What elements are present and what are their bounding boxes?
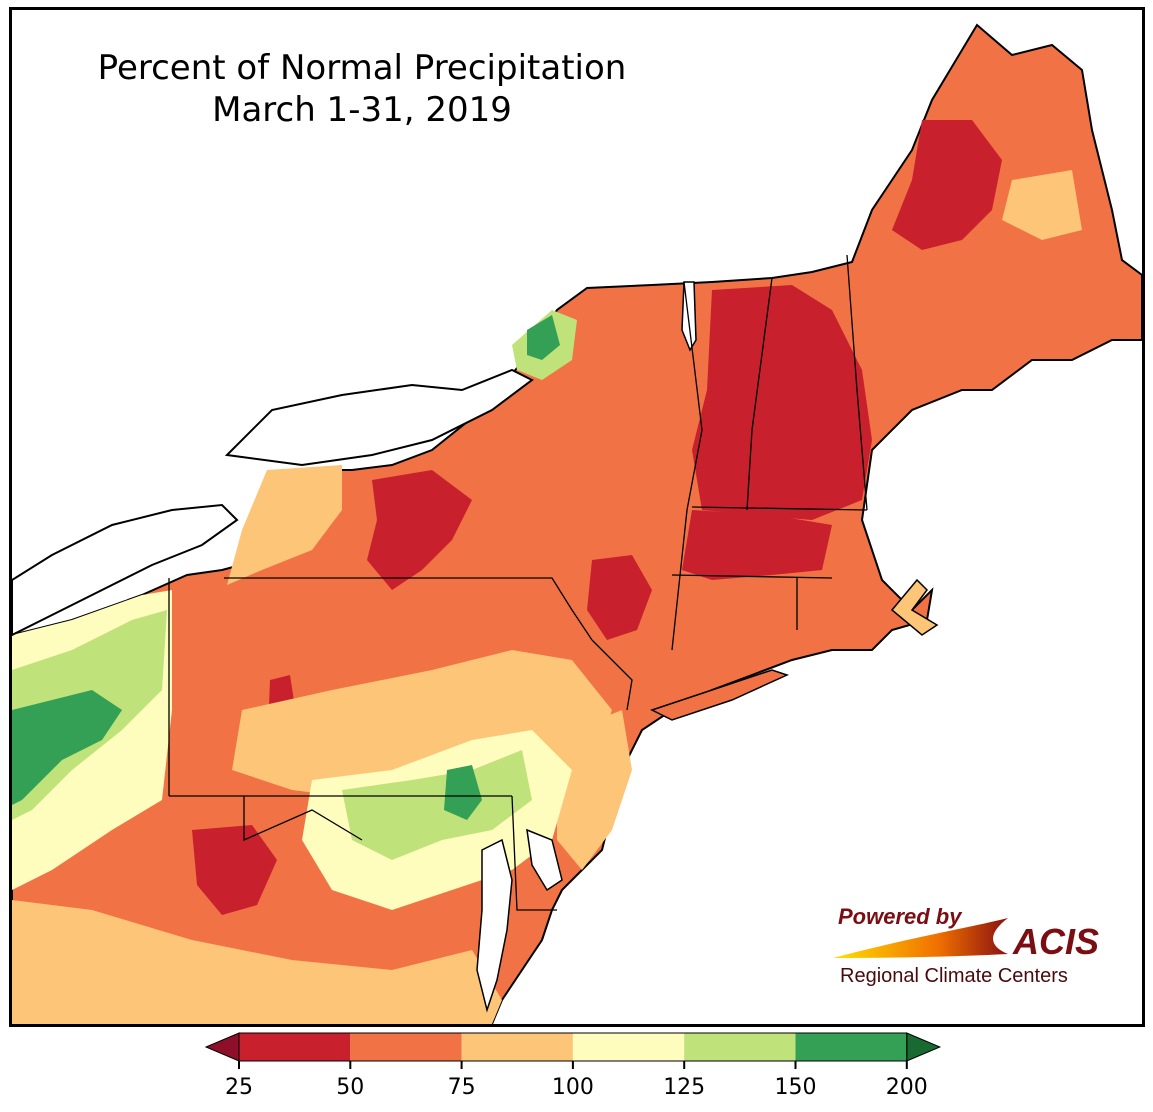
map-subtitle: March 1-31, 2019 [212,90,512,130]
logo-powered-by: Powered by [838,904,963,929]
long-island [650,669,790,721]
border-de [511,795,557,911]
legend-tick-label: 75 [448,1075,476,1100]
below-normal-ny-west [227,465,342,585]
very-wet-ohio [12,690,122,805]
below-normal-maine-east [1002,170,1082,240]
border-ny-pa [224,577,593,641]
legend-bin [572,1033,685,1061]
below-normal-nj [557,710,632,870]
border-ny-vt [671,281,703,651]
acis-logo: Powered by ACIS Regional Climate Centers [833,904,1099,987]
cape-cod [890,578,939,636]
very-dry-mass [682,510,832,580]
very-dry-wv [192,825,277,915]
border-nh-me [846,254,868,511]
legend-tick-label: 200 [886,1075,928,1100]
logo-acis: ACIS [1012,921,1099,962]
very-dry-vermont-nh [692,285,872,520]
very-wet-ny-north [527,315,560,360]
chesapeake-bay [476,838,513,1013]
delaware-bay [526,828,563,892]
precipitation-map: Percent of Normal Precipitation March 1-… [9,7,1145,1027]
legend-bin [350,1033,462,1061]
legend-tick-label: 50 [336,1075,364,1100]
legend-bin [795,1033,907,1061]
border-ma-south [671,574,833,579]
border-vt-nh [746,277,773,511]
legend-ticks: 25 50 75 100 125 150 200 [225,1061,928,1100]
colorbar-legend: 25 50 75 100 125 150 200 [204,1032,942,1100]
very-dry-ny-west [367,470,472,590]
wet-md [342,750,532,860]
logo-swoosh [833,918,1008,958]
below-normal-south [12,900,502,1024]
border-pa-nj [591,639,633,711]
legend-bin [684,1033,796,1061]
map-canvas [12,23,1142,1024]
border-wv-md [243,796,363,841]
legend-tick-label: 125 [663,1075,705,1100]
lake-ontario [224,368,534,467]
map-title: Percent of Normal Precipitation [97,48,627,88]
legend-bins [204,1032,942,1062]
legend-tick-label: 150 [775,1075,817,1100]
logo-subtitle: Regional Climate Centers [840,965,1068,987]
very-wet-md [444,765,482,820]
legend-tick-label: 100 [552,1075,594,1100]
lake-erie [12,503,239,637]
very-dry-ny-east [587,555,652,640]
state-borders [168,254,868,911]
legend-bin [461,1033,573,1061]
legend-under-arrow [204,1032,240,1062]
legend-over-arrow [906,1032,942,1062]
legend-bin [239,1033,351,1061]
very-dry-ne-maine [892,120,1002,250]
legend-tick-label: 25 [225,1075,253,1100]
border-ma-north [691,506,868,511]
